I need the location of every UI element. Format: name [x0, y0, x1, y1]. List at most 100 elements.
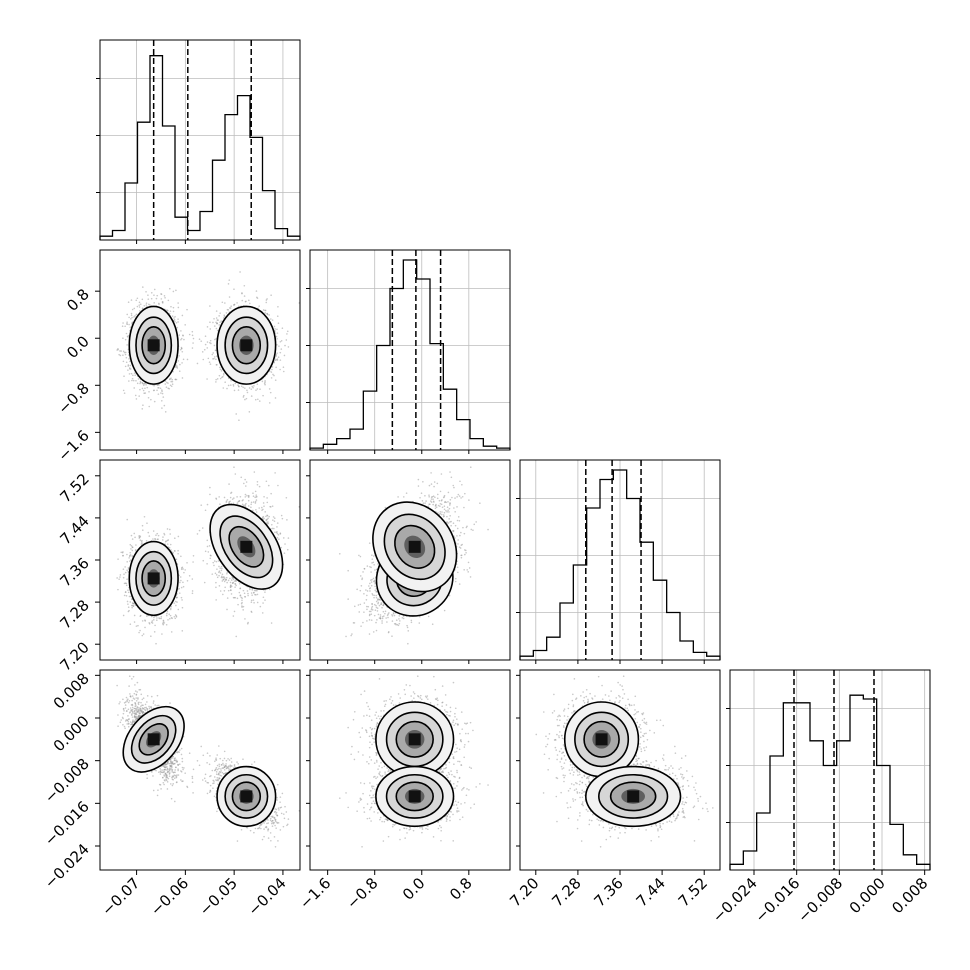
- sample-point: [215, 358, 217, 361]
- sample-point: [157, 393, 160, 395]
- sample-point: [252, 492, 254, 494]
- sample-point: [219, 321, 221, 324]
- sample-point: [250, 506, 252, 509]
- sample-point: [224, 381, 226, 384]
- sample-point: [255, 508, 257, 511]
- sample-point: [236, 302, 238, 304]
- sample-point: [124, 325, 126, 328]
- sample-point: [271, 319, 274, 321]
- sample-point: [135, 313, 138, 316]
- sample-point: [217, 319, 219, 321]
- sample-point: [246, 494, 248, 497]
- sample-point: [258, 400, 261, 402]
- sample-point: [170, 305, 172, 308]
- sample-point: [219, 366, 221, 369]
- sample-point: [216, 329, 219, 332]
- sample-point: [135, 398, 138, 400]
- sample-point: [277, 484, 279, 487]
- sample-point: [230, 589, 232, 592]
- sample-point: [166, 528, 169, 530]
- sample-point: [170, 549, 172, 551]
- sample-point: [196, 362, 199, 365]
- sample-point: [163, 404, 166, 407]
- sample-point: [257, 398, 259, 401]
- sample-point: [155, 297, 158, 300]
- sample-point: [165, 386, 168, 388]
- sample-point: [188, 333, 191, 336]
- sample-point: [153, 302, 155, 304]
- sample-point: [240, 385, 243, 388]
- sample-point: [127, 364, 130, 366]
- sample-point: [209, 305, 211, 307]
- sample-point: [231, 498, 234, 500]
- sample-point: [276, 358, 279, 360]
- sample-point: [267, 522, 270, 525]
- sample-point: [244, 618, 246, 620]
- sample-point: [192, 337, 195, 340]
- sample-point: [169, 378, 171, 380]
- sample-point: [131, 549, 134, 552]
- sample-point: [124, 351, 127, 354]
- sample-point: [229, 384, 232, 386]
- sample-point: [164, 411, 167, 413]
- sample-point: [124, 365, 127, 368]
- sample-point: [207, 357, 210, 360]
- sample-point: [240, 602, 243, 605]
- sample-point: [221, 580, 224, 582]
- sample-point: [160, 392, 162, 394]
- sample-point: [237, 305, 240, 308]
- sample-point: [283, 354, 286, 357]
- sample-point: [270, 523, 273, 526]
- sample-point: [251, 589, 254, 591]
- sample-point: [216, 378, 219, 380]
- sample-point: [152, 389, 155, 392]
- sample-point: [202, 358, 205, 361]
- sample-point: [208, 545, 211, 547]
- sample-point: [148, 405, 151, 408]
- sample-point: [271, 366, 274, 368]
- sample-point: [252, 501, 255, 503]
- sample-point: [181, 314, 184, 317]
- sample-point: [271, 368, 273, 371]
- sample-point: [162, 396, 165, 398]
- sample-point: [134, 536, 136, 539]
- sample-point: [182, 335, 184, 337]
- sample-point: [130, 312, 133, 315]
- sample-point: [131, 606, 133, 609]
- sample-point: [254, 500, 257, 503]
- sample-point: [253, 589, 256, 592]
- sample-point: [232, 578, 235, 581]
- sample-point: [214, 349, 217, 352]
- sample-point: [209, 321, 211, 324]
- sample-point: [206, 347, 209, 349]
- sample-point: [276, 315, 279, 317]
- sample-point: [270, 377, 273, 379]
- sample-point: [117, 347, 119, 350]
- sample-point: [124, 338, 127, 341]
- sample-point: [236, 496, 238, 498]
- sample-point: [171, 383, 174, 386]
- sample-point: [237, 384, 239, 386]
- sample-point: [279, 340, 282, 343]
- sample-point: [179, 363, 181, 366]
- sample-point: [158, 384, 160, 386]
- sample-point: [236, 597, 239, 600]
- sample-point: [221, 301, 224, 304]
- sample-point: [142, 633, 145, 635]
- sample-point: [264, 599, 266, 601]
- sample-point: [180, 330, 182, 332]
- sample-point: [238, 500, 241, 502]
- sample-point: [169, 543, 172, 546]
- sample-point: [133, 621, 136, 623]
- sample-point: [218, 324, 221, 326]
- sample-point: [254, 593, 256, 596]
- sample-point: [243, 295, 246, 297]
- sample-point: [148, 390, 150, 393]
- sample-point: [139, 380, 142, 383]
- sample-point: [136, 382, 139, 385]
- sample-point: [145, 290, 147, 293]
- sample-point: [135, 379, 137, 382]
- sample-point: [218, 374, 221, 377]
- sample-point: [181, 350, 184, 353]
- sample-point: [276, 337, 278, 340]
